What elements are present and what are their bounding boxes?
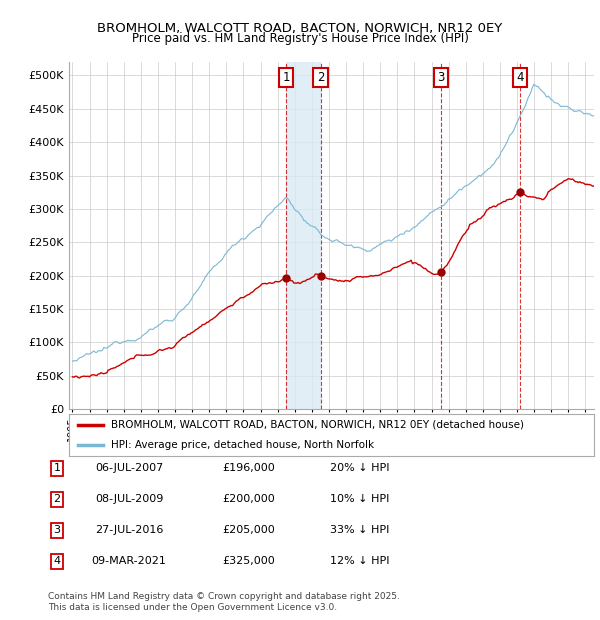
Text: 2: 2: [317, 71, 325, 84]
Text: 20% ↓ HPI: 20% ↓ HPI: [330, 463, 390, 473]
Text: 3: 3: [437, 71, 445, 84]
Text: £196,000: £196,000: [223, 463, 275, 473]
Text: Price paid vs. HM Land Registry's House Price Index (HPI): Price paid vs. HM Land Registry's House …: [131, 32, 469, 45]
Text: Contains HM Land Registry data © Crown copyright and database right 2025.: Contains HM Land Registry data © Crown c…: [48, 592, 400, 601]
Text: 09-MAR-2021: 09-MAR-2021: [92, 556, 166, 566]
Text: 3: 3: [53, 525, 61, 535]
Text: 12% ↓ HPI: 12% ↓ HPI: [330, 556, 390, 566]
Text: 33% ↓ HPI: 33% ↓ HPI: [331, 525, 389, 535]
Text: £200,000: £200,000: [223, 494, 275, 504]
Text: 08-JUL-2009: 08-JUL-2009: [95, 494, 163, 504]
Text: 10% ↓ HPI: 10% ↓ HPI: [331, 494, 389, 504]
Text: BROMHOLM, WALCOTT ROAD, BACTON, NORWICH, NR12 0EY (detached house): BROMHOLM, WALCOTT ROAD, BACTON, NORWICH,…: [111, 420, 524, 430]
Text: 27-JUL-2016: 27-JUL-2016: [95, 525, 163, 535]
Text: This data is licensed under the Open Government Licence v3.0.: This data is licensed under the Open Gov…: [48, 603, 337, 612]
Text: 1: 1: [283, 71, 290, 84]
Text: 1: 1: [53, 463, 61, 473]
Text: BROMHOLM, WALCOTT ROAD, BACTON, NORWICH, NR12 0EY: BROMHOLM, WALCOTT ROAD, BACTON, NORWICH,…: [97, 22, 503, 35]
Text: 4: 4: [517, 71, 524, 84]
Text: £205,000: £205,000: [223, 525, 275, 535]
Text: 4: 4: [53, 556, 61, 566]
Text: HPI: Average price, detached house, North Norfolk: HPI: Average price, detached house, Nort…: [111, 440, 374, 450]
Bar: [286, 62, 320, 409]
Text: 2: 2: [53, 494, 61, 504]
Text: £325,000: £325,000: [223, 556, 275, 566]
Text: 06-JUL-2007: 06-JUL-2007: [95, 463, 163, 473]
